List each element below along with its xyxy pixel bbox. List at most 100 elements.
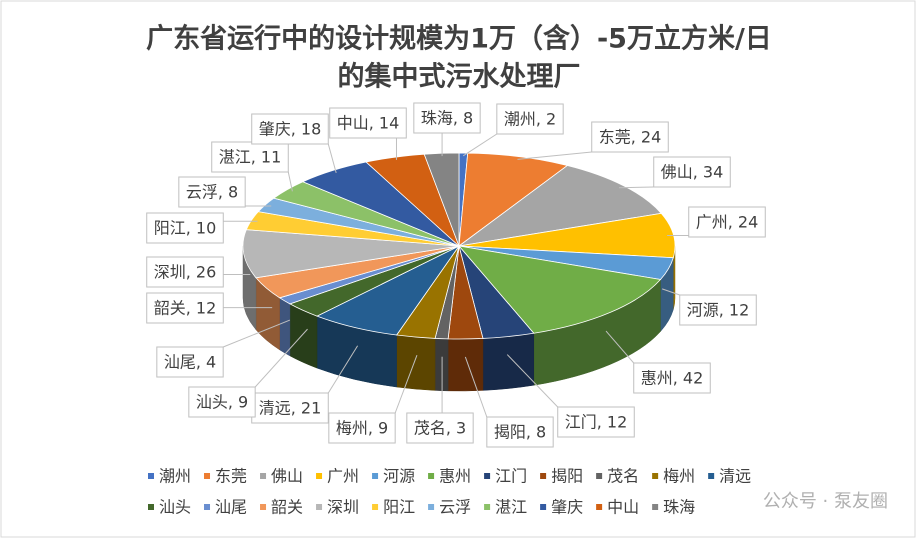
data-label: 汕尾, 4 xyxy=(156,346,224,378)
leader-line xyxy=(394,354,418,414)
leader-line xyxy=(222,319,291,348)
legend-label: 茂名 xyxy=(607,467,639,486)
legend-label: 阳江 xyxy=(383,498,415,517)
data-label-box xyxy=(156,346,224,378)
legend-label: 湛江 xyxy=(495,498,527,517)
data-label-text: 湛江, 11 xyxy=(219,148,282,167)
data-label: 茂名, 3 xyxy=(406,412,474,444)
data-label-text: 佛山, 34 xyxy=(661,163,724,182)
pie-side xyxy=(279,297,291,357)
pie-slice xyxy=(458,165,663,247)
pie-slice xyxy=(423,152,460,247)
legend-label: 广州 xyxy=(327,467,359,486)
data-label: 云浮, 8 xyxy=(178,176,246,208)
legend-swatch xyxy=(652,504,659,510)
legend-swatch xyxy=(484,473,491,479)
legend-label: 汕头 xyxy=(159,498,191,517)
leader-line xyxy=(327,143,337,174)
data-label-box xyxy=(146,292,224,324)
data-label-text: 潮州, 2 xyxy=(504,110,556,129)
watermark: 公众号 · 泵友圈 xyxy=(763,491,888,512)
pie-slice xyxy=(457,245,662,334)
data-label-text: 河源, 12 xyxy=(687,301,750,320)
data-label-box xyxy=(251,113,329,145)
legend-swatch xyxy=(260,473,267,479)
data-label-box xyxy=(178,176,246,208)
data-label-box xyxy=(486,416,554,448)
data-label: 河源, 12 xyxy=(679,294,757,326)
pie-side xyxy=(396,334,436,391)
data-label-text: 梅州, 9 xyxy=(336,419,388,438)
data-label-box xyxy=(496,103,564,135)
legend-swatch xyxy=(484,504,491,510)
data-label-text: 揭阳, 8 xyxy=(494,423,546,442)
legend-swatch xyxy=(540,504,547,510)
legend-label: 韶关 xyxy=(271,498,303,517)
leader-line xyxy=(327,345,359,394)
data-label: 广州, 24 xyxy=(688,206,766,238)
data-label: 湛江, 11 xyxy=(211,141,289,173)
legend-label: 潮州 xyxy=(159,467,191,486)
legend-label: 东莞 xyxy=(215,467,247,486)
chart-title: 广东省运行中的设计规模为1万（含）-5万立方米/日 xyxy=(146,23,772,55)
legend-swatch xyxy=(708,473,715,479)
legend-swatch xyxy=(428,473,435,479)
legend-label: 深圳 xyxy=(327,498,359,517)
data-label-text: 东莞, 24 xyxy=(599,128,662,147)
legend-swatch xyxy=(148,473,154,479)
pie-slice xyxy=(242,229,460,279)
data-label-text: 深圳, 26 xyxy=(154,263,217,282)
legend-swatch xyxy=(316,504,323,510)
pie-side xyxy=(434,338,449,392)
data-label: 梅州, 9 xyxy=(328,412,396,444)
data-label-box xyxy=(146,212,224,244)
data-label-text: 韶关, 12 xyxy=(154,299,217,318)
leader-line xyxy=(254,328,308,388)
pie-side xyxy=(447,338,484,392)
legend-swatch xyxy=(428,504,435,510)
data-label-text: 中山, 14 xyxy=(337,114,400,133)
data-label-box xyxy=(653,156,731,188)
data-label-text: 茂名, 3 xyxy=(414,419,466,438)
data-label-box xyxy=(679,294,757,326)
legend-swatch xyxy=(372,473,379,479)
data-label-text: 珠海, 8 xyxy=(421,109,473,128)
chart-title: 的集中式污水处理厂 xyxy=(338,61,581,93)
data-label-box xyxy=(188,386,256,418)
leader-line xyxy=(605,330,635,364)
legend-label: 惠州 xyxy=(439,467,471,486)
leader-line xyxy=(462,133,498,157)
data-label: 韶关, 12 xyxy=(146,292,224,324)
data-label-text: 阳江, 10 xyxy=(154,219,217,238)
data-label-box xyxy=(146,256,224,288)
data-label: 清远, 21 xyxy=(251,392,329,424)
data-label-box xyxy=(591,121,669,153)
legend-label: 清远 xyxy=(719,467,751,486)
pie-side xyxy=(482,332,535,391)
legend-label: 珠海 xyxy=(663,498,695,517)
legend-swatch xyxy=(204,504,211,510)
data-label-box xyxy=(557,406,635,438)
data-label-text: 清远, 21 xyxy=(259,399,322,418)
data-label-text: 肇庆, 18 xyxy=(259,120,322,139)
data-label: 潮州, 2 xyxy=(496,103,564,135)
leader-line xyxy=(517,151,592,160)
legend-swatch xyxy=(596,473,603,479)
legend-swatch xyxy=(372,504,379,510)
legend-label: 肇庆 xyxy=(551,498,583,517)
legend-label: 中山 xyxy=(607,498,639,517)
data-label: 肇庆, 18 xyxy=(251,113,329,145)
data-label-text: 汕尾, 4 xyxy=(164,353,216,372)
data-label: 珠海, 8 xyxy=(413,102,481,134)
leader-line xyxy=(506,354,559,408)
legend-swatch xyxy=(204,473,211,479)
data-label: 佛山, 34 xyxy=(653,156,731,188)
data-label: 东莞, 24 xyxy=(591,121,669,153)
legend-swatch xyxy=(260,504,267,510)
data-label-text: 江门, 12 xyxy=(565,413,628,432)
legend-swatch xyxy=(316,473,323,479)
legend-swatch xyxy=(596,504,603,510)
data-label: 中山, 14 xyxy=(329,107,407,139)
data-label-text: 云浮, 8 xyxy=(186,183,238,202)
